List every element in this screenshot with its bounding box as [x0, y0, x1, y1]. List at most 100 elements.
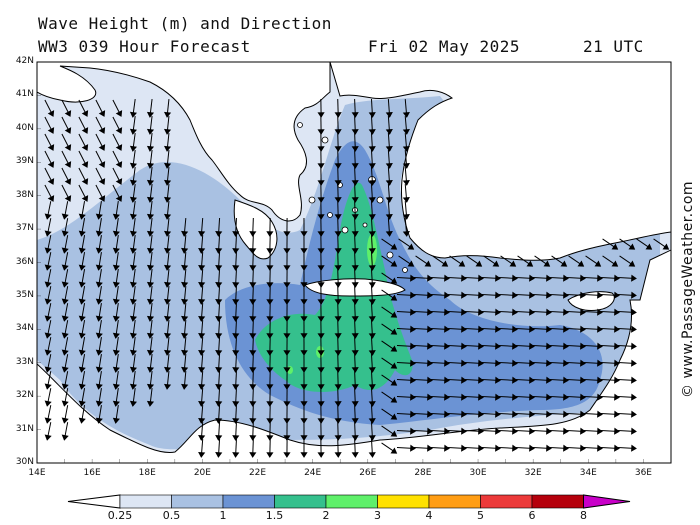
wave-direction-arrow [163, 319, 172, 339]
wave-direction-arrow [215, 285, 223, 305]
wave-direction-arrow [534, 255, 551, 267]
wave-direction-arrow [112, 320, 120, 339]
wave-direction-arrow [163, 336, 172, 356]
wave-direction-arrow [464, 342, 484, 350]
wave-direction-arrow [464, 376, 484, 384]
wave-direction-arrow [215, 234, 223, 254]
wave-direction-arrow [61, 252, 69, 271]
wave-direction-arrow [368, 438, 376, 458]
wave-direction-arrow [146, 201, 155, 220]
wave-direction-arrow [351, 336, 359, 356]
wave-direction-arrow [78, 116, 89, 134]
wave-direction-arrow [146, 303, 155, 322]
wave-direction-arrow [283, 353, 291, 373]
wave-direction-arrow [396, 274, 416, 282]
wave-direction-arrow [249, 421, 257, 441]
wave-direction-arrow [129, 354, 137, 373]
wave-direction-arrow [95, 218, 103, 237]
wave-direction-arrow [549, 427, 569, 435]
colorbar-label: 8 [580, 509, 587, 522]
wave-direction-arrow [44, 286, 52, 305]
wave-direction-arrow [112, 218, 120, 237]
wave-direction-arrow [481, 308, 501, 316]
colorbar-label: 2 [322, 509, 330, 522]
wave-direction-arrow [368, 98, 376, 118]
wave-direction-arrow [351, 370, 359, 390]
wave-direction-arrow [266, 251, 274, 271]
wave-direction-arrow [549, 393, 569, 401]
wave-direction-arrow [430, 359, 450, 367]
wave-direction-arrow [249, 268, 257, 288]
wave-direction-arrow [266, 370, 274, 390]
land-turkey [329, 62, 671, 261]
wave-direction-arrow [481, 427, 501, 435]
wave-direction-arrow [283, 336, 291, 356]
wave-direction-arrow [619, 255, 636, 267]
wave-direction-arrow [402, 166, 410, 186]
wave-direction-arrow [413, 410, 433, 418]
wave-direction-arrow [396, 410, 416, 418]
wave-direction-arrow [402, 149, 410, 169]
wave-direction-arrow [61, 354, 69, 373]
wave-direction-arrow [232, 336, 240, 356]
colorbar [67, 494, 631, 509]
wave-direction-arrow [430, 308, 450, 316]
wave-direction-arrow [351, 387, 359, 407]
wave-direction-arrow [61, 150, 72, 168]
wave-direction-arrow [317, 200, 325, 220]
wave-direction-arrow [368, 200, 376, 220]
wave-direction-arrow [215, 438, 223, 458]
wave-direction-arrow [61, 99, 72, 117]
wave-direction-arrow [317, 149, 325, 169]
wave-direction-arrow [129, 201, 137, 220]
wave-direction-arrow [61, 422, 69, 441]
wave-direction-arrow [317, 234, 325, 254]
lon-label: 30E [469, 468, 487, 478]
wave-direction-arrow [44, 235, 52, 254]
wave-direction-arrow [129, 167, 137, 186]
wave-direction-arrow [481, 342, 501, 350]
wave-direction-arrow [44, 184, 55, 202]
wave-direction-arrow [215, 319, 223, 339]
wave-direction-arrow [95, 252, 103, 271]
wave-direction-arrow [498, 444, 518, 452]
wave-direction-arrow [430, 376, 450, 384]
wave-direction-arrow [517, 255, 534, 267]
wave-direction-arrow [249, 285, 257, 305]
wave-direction-arrow [413, 427, 433, 435]
wave-direction-arrow [61, 286, 69, 305]
wave-direction-arrow [283, 268, 291, 288]
wave-direction-arrow [600, 308, 620, 316]
wave-direction-arrow [61, 371, 69, 390]
wave-direction-arrow [78, 320, 86, 339]
wave-direction-arrow [334, 149, 342, 169]
colorbar-label: 3 [374, 509, 381, 522]
wave-direction-arrow [481, 274, 501, 282]
wave-direction-arrow [481, 291, 501, 299]
wave-direction-arrow [300, 217, 308, 237]
wave-direction-arrow [112, 99, 123, 117]
wave-direction-arrow [112, 388, 120, 407]
wave-direction-arrow [249, 302, 257, 322]
wave-direction-arrow [146, 371, 155, 390]
land-africa [37, 249, 671, 463]
wave-direction-arrow [163, 353, 172, 373]
wave-direction-arrow [617, 342, 637, 350]
wave-direction-arrow [181, 370, 189, 390]
wave-direction-arrow [95, 371, 103, 390]
wave-direction-arrow [617, 410, 637, 418]
wave-direction-arrow [163, 370, 172, 390]
wave-direction-arrow [566, 444, 586, 452]
wave-direction-arrow [300, 268, 308, 288]
wave-direction-arrow [617, 376, 637, 384]
wave-direction-arrow [368, 132, 376, 152]
wave-direction-arrow [129, 269, 137, 288]
wave-direction-arrow [600, 359, 620, 367]
wave-direction-arrow [78, 371, 86, 390]
wave-direction-arrow [129, 320, 137, 339]
wave-direction-arrow [112, 337, 120, 356]
wave-direction-arrow [78, 167, 89, 185]
lat-label: 33N [15, 356, 34, 367]
wave-direction-arrow [181, 285, 189, 305]
wave-direction-arrow [447, 444, 467, 452]
